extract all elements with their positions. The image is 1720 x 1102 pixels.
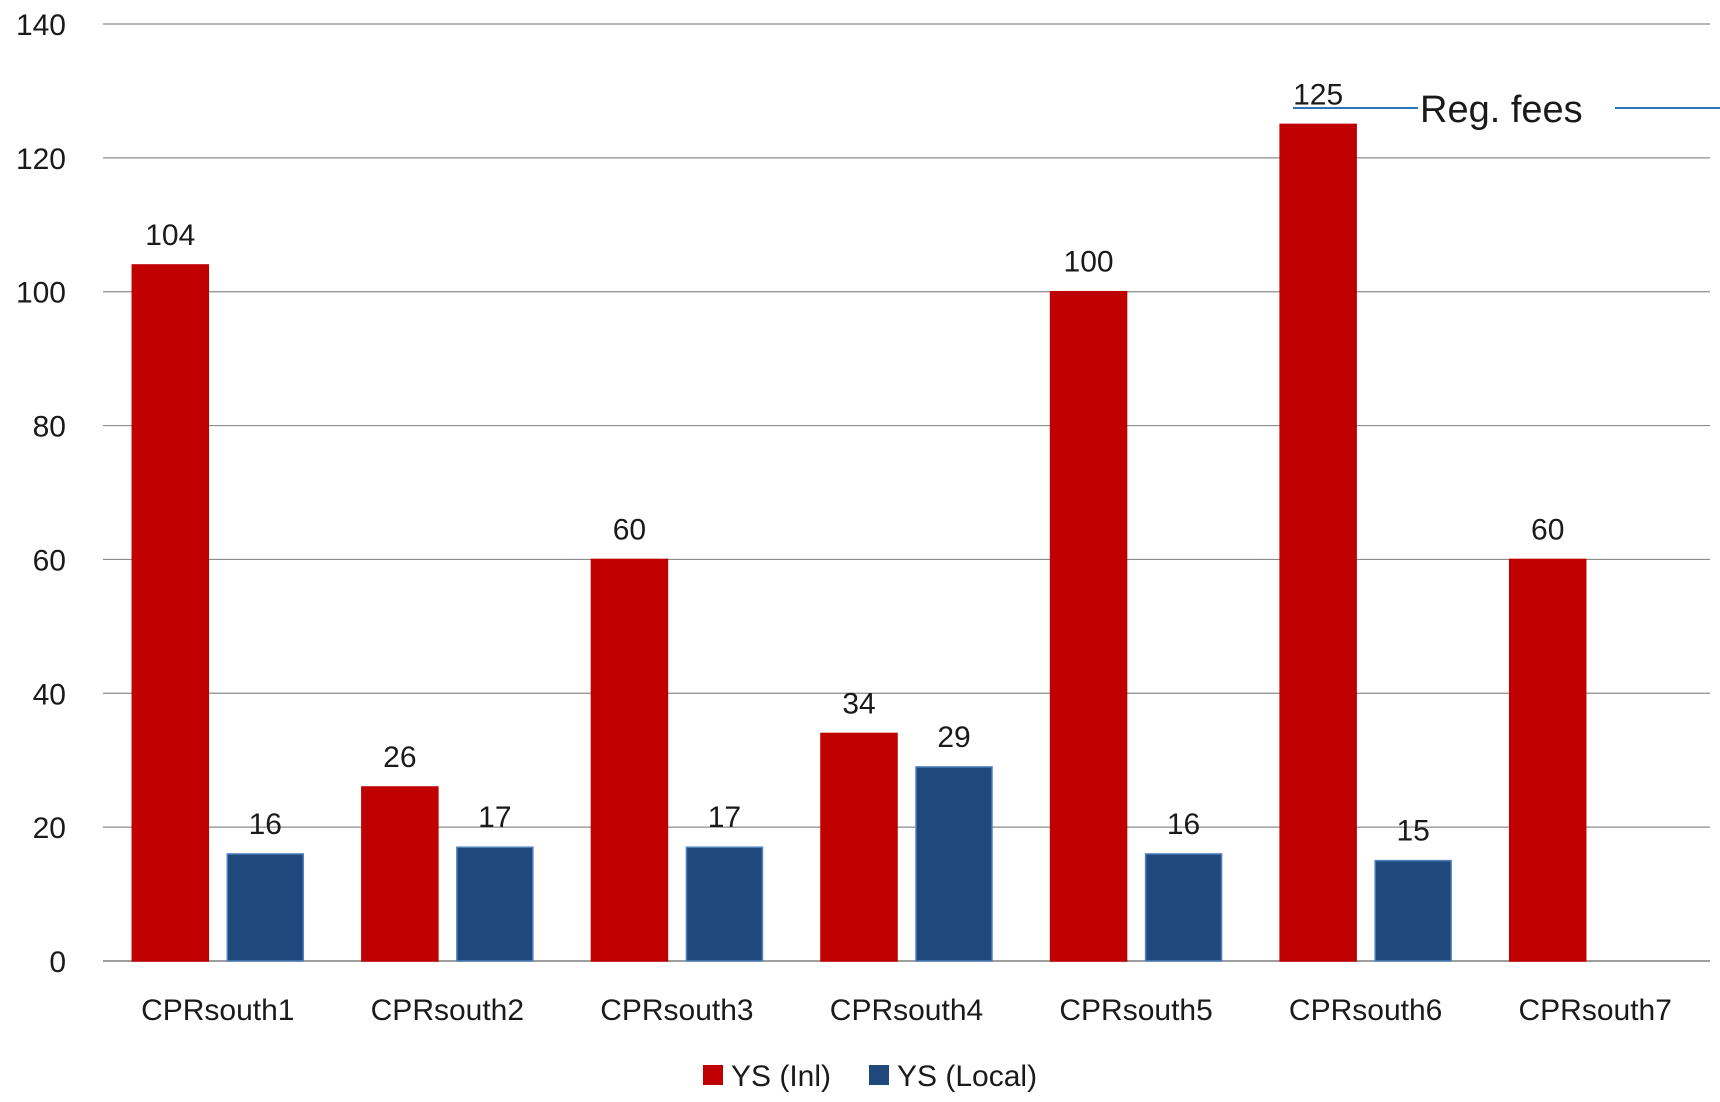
bar [226,853,305,962]
x-tick-label: CPRsouth5 [1059,994,1212,1027]
data-labels: 104 16 26 17 60 17 34 29 100 16 125 15 60 [145,78,1564,847]
data-label: 26 [383,741,416,774]
data-label: 15 [1396,815,1429,848]
gridlines [103,23,1710,962]
legend-label: YS (Local) [897,1060,1037,1093]
data-label: 16 [1167,808,1200,841]
y-tick-label: 60 [33,544,66,577]
bar [820,732,898,962]
bar [915,766,993,962]
bar [361,786,439,962]
y-tick-label: 40 [33,678,66,711]
bar [131,264,210,962]
data-label: 100 [1064,246,1114,279]
data-label: 104 [145,219,195,252]
data-label: 60 [1531,513,1564,546]
x-tick-label: CPRsouth3 [600,994,753,1027]
bars [131,123,1587,962]
data-label: 17 [478,801,511,834]
y-tick-label: 100 [16,277,66,310]
data-label: 60 [613,513,646,546]
data-label: 16 [249,808,282,841]
bar [1049,290,1128,962]
bar [1374,859,1452,962]
annotation-label: Reg. fees [1420,89,1583,131]
annotation-reg-fees: Reg. fees [1293,89,1720,131]
data-label: 34 [842,687,875,720]
bar [1508,558,1587,962]
x-tick-label: CPRsouth6 [1289,994,1442,1027]
x-tick-label: CPRsouth2 [371,994,524,1027]
x-tick-label: CPRsouth7 [1519,994,1672,1027]
data-label: 125 [1293,78,1343,111]
legend-label: YS (Inl) [731,1060,831,1093]
bar [456,846,534,962]
legend: YS (Inl) YS (Local) [703,1060,1037,1093]
legend-swatch [703,1065,723,1085]
bar [1144,853,1223,962]
bar [1279,123,1357,962]
data-label: 29 [937,721,970,754]
data-label: 17 [708,801,741,834]
bar [590,558,669,962]
y-tick-label: 120 [16,143,66,176]
y-tick-label: 80 [33,411,66,444]
y-axis-ticks: 0 20 40 60 80 100 120 140 [16,9,66,979]
x-tick-label: CPRsouth4 [830,994,983,1027]
y-tick-label: 140 [16,9,66,42]
y-tick-label: 20 [33,812,66,845]
x-axis-labels: CPRsouth1 CPRsouth2 CPRsouth3 CPRsouth4 CPRs… [141,994,1672,1027]
bar [685,846,764,962]
legend-swatch [869,1065,889,1085]
x-tick-label: CPRsouth1 [141,994,294,1027]
y-tick-label: 0 [49,946,66,979]
